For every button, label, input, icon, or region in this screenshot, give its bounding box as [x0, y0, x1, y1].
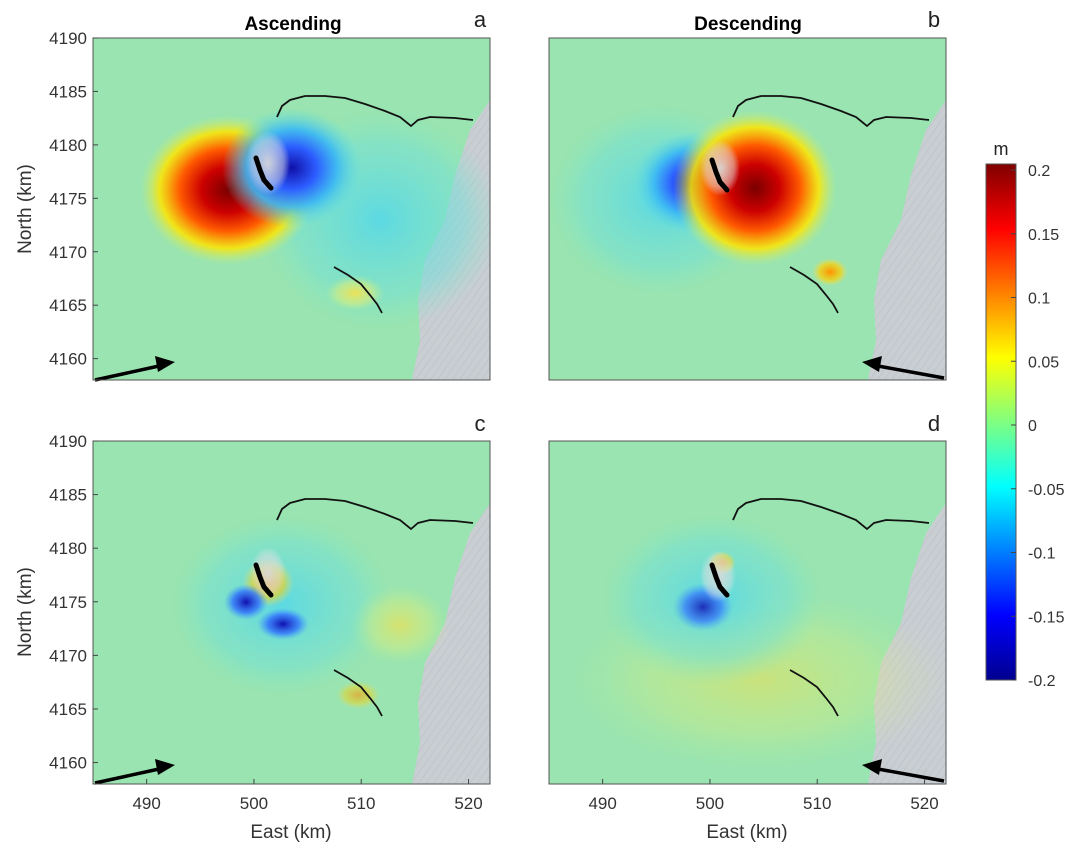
map-frame — [548, 37, 947, 381]
fault-southern — [789, 669, 839, 717]
x-axis-label: East (km) — [250, 822, 331, 843]
deformation-blue-lobe — [222, 108, 362, 228]
fault-southern — [333, 266, 383, 314]
los-arrow — [94, 356, 175, 382]
x-tick-label: 500 — [696, 794, 724, 813]
map-panel-d: d 490 500 510 520 East (km) — [548, 411, 947, 843]
los-arrow — [94, 759, 175, 785]
summit-incoherence — [246, 131, 290, 195]
y-tick-label: 4160 — [49, 754, 87, 773]
panel-letter: b — [928, 7, 940, 32]
map-panel-b: Descending b — [548, 7, 947, 381]
y-tick-label: 4185 — [49, 486, 87, 505]
x-tick-label: 490 — [588, 794, 616, 813]
arrow-icon — [94, 364, 160, 382]
eruptive-fissure — [253, 155, 274, 191]
sea-relief — [412, 503, 490, 784]
arrowhead-icon — [862, 356, 882, 372]
colorbar-tick-label: -0.1 — [1028, 546, 1056, 563]
y-tick-label: 4185 — [49, 82, 87, 101]
map-frame — [548, 440, 947, 785]
arrowhead-icon — [155, 759, 175, 775]
map-frame — [92, 440, 491, 785]
fault-southern — [789, 266, 839, 314]
summit-incoherence — [250, 547, 286, 599]
eruptive-fissure — [709, 562, 730, 598]
colorbar-tick-label: 0.05 — [1028, 354, 1059, 371]
fault-northern — [732, 95, 930, 128]
panel-letter: d — [928, 411, 940, 436]
map-panel-a: Ascending a 4190 4185 4180 4175 4170 4165 4160… — [15, 7, 491, 382]
colorbar-tick-label: -0.15 — [1028, 609, 1065, 626]
colorbar-tick-label: 0.2 — [1028, 163, 1050, 180]
x-tick-label: 500 — [240, 794, 268, 813]
colorbar-gradient — [985, 163, 1017, 681]
y-tick-label: 4170 — [49, 243, 87, 262]
arrowhead-icon — [862, 759, 882, 775]
arrow-icon — [877, 767, 945, 783]
y-tick-label: 4190 — [49, 432, 87, 451]
colorbar-tick-label: -0.2 — [1028, 673, 1056, 690]
x-tick-label: 510 — [803, 794, 831, 813]
x-tick-label: 490 — [132, 794, 160, 813]
y-tick-label: 4190 — [49, 29, 87, 48]
x-tick-label: 510 — [347, 794, 375, 813]
residual-cyan — [172, 515, 392, 695]
fault-northern — [276, 498, 474, 531]
arrowhead-icon — [155, 356, 175, 372]
y-axis-label: North (km) — [15, 164, 36, 254]
eruptive-fissure — [709, 157, 730, 193]
summit-incoherence — [700, 140, 740, 196]
y-tick-label: 4170 — [49, 646, 87, 665]
y-tick-label: 4165 — [49, 700, 87, 719]
deformation-orange-south — [812, 258, 848, 286]
deformation-yellow-south — [325, 275, 385, 311]
y-tick-label: 4175 — [49, 189, 87, 208]
fault-northern — [276, 95, 474, 128]
deformation-red-lobe — [673, 110, 837, 266]
x-tick-label: 520 — [454, 794, 482, 813]
colorbar-tick-label: -0.05 — [1028, 482, 1065, 499]
fault-northern — [732, 498, 930, 531]
map-frame — [92, 37, 491, 381]
column-title: Ascending — [244, 14, 341, 35]
los-arrow — [862, 759, 945, 783]
column-title: Descending — [694, 14, 802, 35]
y-tick-label: 4165 — [49, 296, 87, 315]
y-tick-label: 4180 — [49, 539, 87, 558]
arrow-icon — [877, 364, 945, 380]
los-arrow — [862, 356, 945, 380]
colorbar-tick-label: 0 — [1028, 418, 1037, 435]
residual-yellow-east — [350, 585, 450, 665]
y-tick-label: 4160 — [49, 350, 87, 369]
colorbar-unit: m — [994, 139, 1009, 159]
arrow-icon — [94, 767, 160, 785]
y-axis-label: North (km) — [15, 567, 36, 657]
panel-letter: c — [475, 411, 486, 436]
eruptive-fissure — [253, 562, 274, 598]
colorbar: m 0.2 0.15 0.1 0.05 0 -0.05 -0.1 -0.15 -0.2 — [985, 139, 1065, 690]
panel-letter: a — [474, 7, 487, 32]
y-tick-label: 4175 — [49, 593, 87, 612]
colorbar-tick-label: 0.1 — [1028, 291, 1050, 308]
residual-yellow-south — [336, 681, 380, 709]
fault-southern — [333, 669, 383, 717]
colorbar-tick-label: 0.15 — [1028, 227, 1059, 244]
sea-relief — [868, 100, 946, 380]
map-panel-c: c 4190 4185 4180 4175 4170 4165 4160 490 500 510… — [15, 411, 491, 843]
residual-deep-blue — [257, 608, 309, 640]
x-axis-label: East (km) — [706, 822, 787, 843]
y-tick-label: 4180 — [49, 136, 87, 155]
x-tick-label: 520 — [910, 794, 938, 813]
